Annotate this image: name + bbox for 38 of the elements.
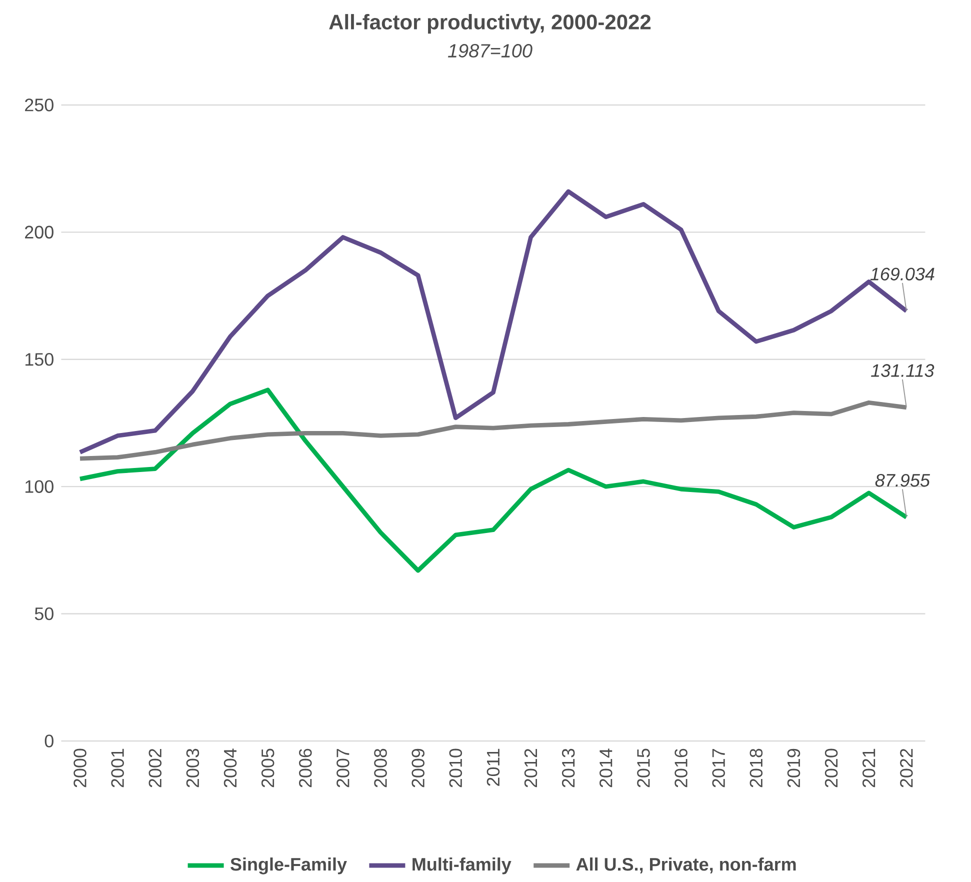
- data-label: 87.955: [875, 474, 930, 487]
- x-tick-label: 2013: [562, 749, 575, 788]
- legend-label: Single-Family: [230, 858, 347, 875]
- x-tick-label: 2001: [111, 749, 124, 788]
- x-tick-label: 2022: [900, 749, 913, 788]
- data-label: 131.113: [871, 364, 934, 378]
- x-tick-label: 2010: [449, 748, 462, 788]
- x-tick-label: 2002: [148, 749, 162, 788]
- x-tick-label: 2006: [299, 749, 312, 788]
- y-tick-label: 200: [25, 226, 54, 239]
- x-tick-label: 2007: [336, 749, 350, 788]
- x-tick-label: 2019: [787, 749, 800, 788]
- x-tick-label: 2018: [750, 749, 763, 788]
- y-tick-label: 0: [44, 734, 54, 748]
- x-tick-label: 2000: [74, 748, 86, 788]
- y-tick-label: 100: [26, 480, 54, 494]
- line-series: [78, 400, 909, 462]
- x-tick-label: 2008: [374, 749, 387, 788]
- x-tick-label: 2005: [261, 749, 274, 788]
- legend-label: All U.S., Private, non-farm: [576, 858, 796, 874]
- x-tick-label: 2021: [862, 749, 876, 788]
- x-tick-label: 2016: [674, 749, 688, 788]
- x-tick-label: 2015: [637, 749, 650, 788]
- y-tick-label: 250: [25, 98, 54, 112]
- x-tick-label: 2009: [412, 749, 424, 788]
- x-tick-label: 2017: [712, 749, 725, 788]
- x-tick-label: 2003: [186, 749, 200, 788]
- x-tick-label: 2012: [524, 749, 538, 788]
- x-tick-label: 2004: [224, 748, 237, 788]
- y-tick-label: 50: [34, 608, 54, 620]
- y-tick-label: 150: [26, 353, 54, 366]
- x-tick-label: 2011: [486, 749, 500, 786]
- x-tick-label: 2020: [824, 748, 838, 788]
- data-label: 169.034: [870, 268, 934, 281]
- x-tick-label: 2014: [600, 748, 612, 788]
- legend-label: Multi-family: [412, 858, 512, 874]
- chart-subtitle: 1987=100: [448, 44, 532, 58]
- chart-title: All-factor productivty, 2000-2022: [329, 14, 651, 34]
